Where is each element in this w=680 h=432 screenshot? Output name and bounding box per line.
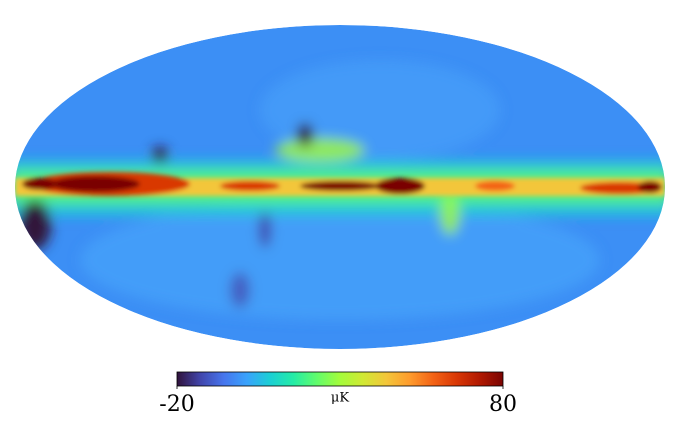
colorbar	[176, 371, 504, 387]
sky-map	[15, 25, 665, 349]
colorbar-tick-label: -20	[159, 392, 194, 417]
colorbar-tick-label: 80	[489, 392, 517, 417]
colorbar-label: μK	[331, 391, 349, 406]
